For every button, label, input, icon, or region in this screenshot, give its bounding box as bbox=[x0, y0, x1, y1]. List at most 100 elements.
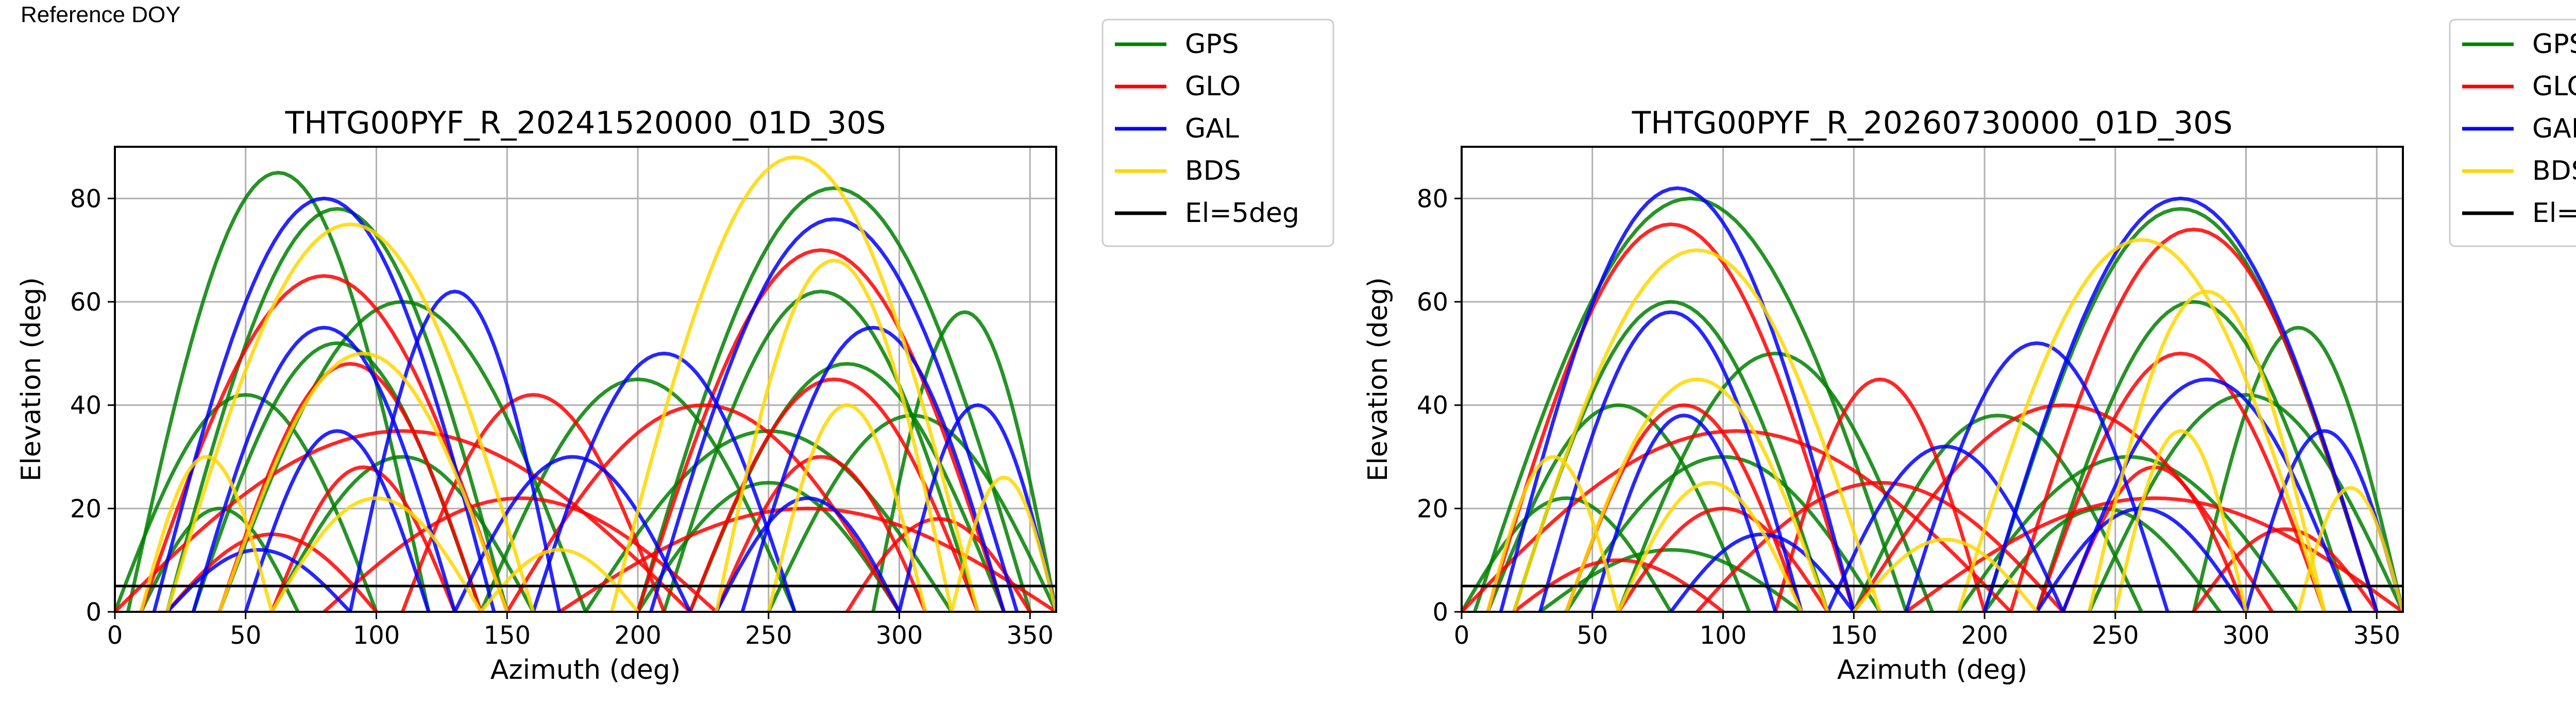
legend-entry-el-5deg: El=5deg bbox=[2532, 198, 2576, 229]
plot-area bbox=[1462, 186, 2403, 612]
satellite-track-gps bbox=[767, 414, 1056, 612]
legend-entry-glo: GLO bbox=[1185, 71, 1241, 102]
satellite-track-gps bbox=[636, 186, 1032, 612]
legend-entry-el-5deg: El=5deg bbox=[1185, 198, 1299, 229]
satellite-track-glo bbox=[2192, 527, 2379, 612]
axes-frame bbox=[1461, 146, 2404, 613]
satellite-track-gps bbox=[270, 455, 535, 612]
satellite-track-bds bbox=[1852, 537, 2039, 612]
satellite-track-bds bbox=[2296, 486, 2403, 612]
satellite-track-glo bbox=[1617, 506, 1829, 612]
satellite-track-glo bbox=[139, 274, 509, 612]
y-tick-label: 20 bbox=[70, 494, 101, 523]
legend-entry-glo: GLO bbox=[2532, 71, 2576, 102]
satellite-track-gal bbox=[244, 429, 431, 612]
x-tick-label: 150 bbox=[1830, 621, 1877, 650]
satellite-track-glo bbox=[322, 496, 718, 612]
satellite-track-bds bbox=[217, 351, 509, 612]
y-tick-label: 20 bbox=[1417, 494, 1448, 523]
legend-box bbox=[1101, 19, 1334, 247]
satellite-track-gal bbox=[1904, 341, 2170, 612]
satellite-track-bds bbox=[1956, 238, 2327, 612]
satellite-track-gal bbox=[348, 289, 562, 612]
legend: GPS GLO GAL BDS El=5deg bbox=[2449, 19, 2576, 247]
satellite-track-bds bbox=[165, 222, 535, 612]
y-tick-label: 60 bbox=[70, 288, 101, 317]
satellite-track-gal bbox=[191, 325, 457, 612]
satellite-track-bds bbox=[1486, 455, 1620, 612]
satellite-track-gal bbox=[897, 403, 1056, 612]
satellite-track-glo bbox=[1462, 429, 2013, 612]
y-tick-label: 40 bbox=[70, 391, 101, 420]
satellite-track-glo bbox=[1695, 481, 2065, 612]
satellite-track-gal bbox=[165, 548, 352, 612]
satellite-track-glo bbox=[1852, 403, 2274, 612]
y-tick-label: 80 bbox=[1417, 184, 1448, 213]
satellite-track-gal bbox=[1499, 186, 1856, 612]
x-tick-label: 200 bbox=[1961, 621, 2008, 650]
legend-entry-bds: BDS bbox=[2532, 156, 2576, 186]
satellite-track-gps bbox=[115, 393, 378, 612]
satellite-track-bds bbox=[1617, 481, 1804, 612]
satellite-track-gps bbox=[1982, 207, 2379, 612]
satellite-track-gps bbox=[1982, 506, 2222, 612]
satellite-track-gal bbox=[1982, 196, 2379, 612]
satellite-track-bds bbox=[609, 155, 980, 612]
legend-entry-gps: GPS bbox=[1185, 29, 1239, 60]
satellite-track-gal bbox=[740, 325, 1006, 612]
x-tick-label: 350 bbox=[2353, 621, 2400, 650]
chart-2: 0 50 100 150 200 250 300 350 0 20 40 60 80 THTG00PYF_… bbox=[1363, 19, 2576, 685]
satellite-track-bds bbox=[270, 496, 483, 612]
x-tick-label: 150 bbox=[483, 621, 531, 650]
x-tick-label: 200 bbox=[614, 621, 662, 650]
satellite-track-bds bbox=[139, 455, 274, 612]
satellite-track-gps bbox=[662, 289, 980, 612]
x-axis-label: Azimuth (deg) bbox=[1837, 655, 2027, 685]
satellite-track-gal bbox=[453, 455, 692, 612]
legend-entry-bds: BDS bbox=[1185, 156, 1241, 186]
satellite-track-glo bbox=[270, 465, 457, 612]
legend-entry-gal: GAL bbox=[1185, 113, 1239, 144]
x-tick-label: 350 bbox=[1006, 621, 1054, 650]
satellite-track-glo bbox=[2035, 351, 2327, 612]
satellite-track-gal bbox=[1826, 444, 2065, 612]
satellite-track-gps bbox=[1538, 548, 1804, 612]
satellite-track-gps bbox=[2192, 325, 2403, 612]
x-tick-label: 50 bbox=[1577, 621, 1608, 650]
satellite-track-bds bbox=[1564, 377, 1829, 612]
satellite-track-gps bbox=[871, 310, 1056, 612]
satellite-track-gal bbox=[531, 351, 796, 612]
satellite-track-gps bbox=[636, 481, 901, 612]
chart-title: THTG00PYF_R_20260730000_01D_30S bbox=[1632, 105, 2233, 141]
satellite-track-glo bbox=[636, 248, 1006, 612]
legend: GPS GLO GAL BDS El=5deg bbox=[1101, 19, 1334, 247]
chart-1: 0 50 100 150 200 250 300 350 0 20 40 60 80 THTG00PYF_… bbox=[16, 19, 1334, 685]
chart-title: THTG00PYF_R_20241520000_01D_30S bbox=[285, 105, 886, 141]
satellite-track-gps bbox=[1472, 196, 1908, 612]
x-axis-label: Azimuth (deg) bbox=[490, 655, 681, 685]
x-tick-label: 50 bbox=[230, 621, 261, 650]
satellite-track-bds bbox=[950, 475, 1056, 612]
satellite-track-gal bbox=[152, 196, 496, 612]
satellite-track-gps bbox=[1852, 414, 2143, 612]
y-tick-label: 60 bbox=[1417, 288, 1448, 317]
x-tick-label: 0 bbox=[107, 621, 123, 650]
satellite-track-glo bbox=[1904, 496, 2403, 612]
x-tick-label: 100 bbox=[353, 621, 400, 650]
x-tick-label: 300 bbox=[2223, 621, 2270, 650]
x-tick-label: 100 bbox=[1700, 621, 1747, 650]
axes-frame bbox=[114, 146, 1057, 613]
satellite-track-gal bbox=[1590, 414, 1777, 612]
satellite-track-glo bbox=[115, 429, 692, 612]
satellite-track-bds bbox=[479, 548, 640, 612]
satellite-track-bds bbox=[2113, 429, 2248, 612]
x-tick-label: 250 bbox=[2092, 621, 2139, 650]
x-tick-label: 250 bbox=[745, 621, 792, 650]
y-axis-label: Elevation (deg) bbox=[1363, 277, 1394, 482]
satellite-track-glo bbox=[714, 455, 927, 612]
y-tick-label: 40 bbox=[1417, 391, 1448, 420]
legend-box bbox=[2449, 19, 2576, 247]
satellite-track-gps bbox=[165, 207, 509, 612]
satellite-track-bds bbox=[767, 403, 927, 612]
